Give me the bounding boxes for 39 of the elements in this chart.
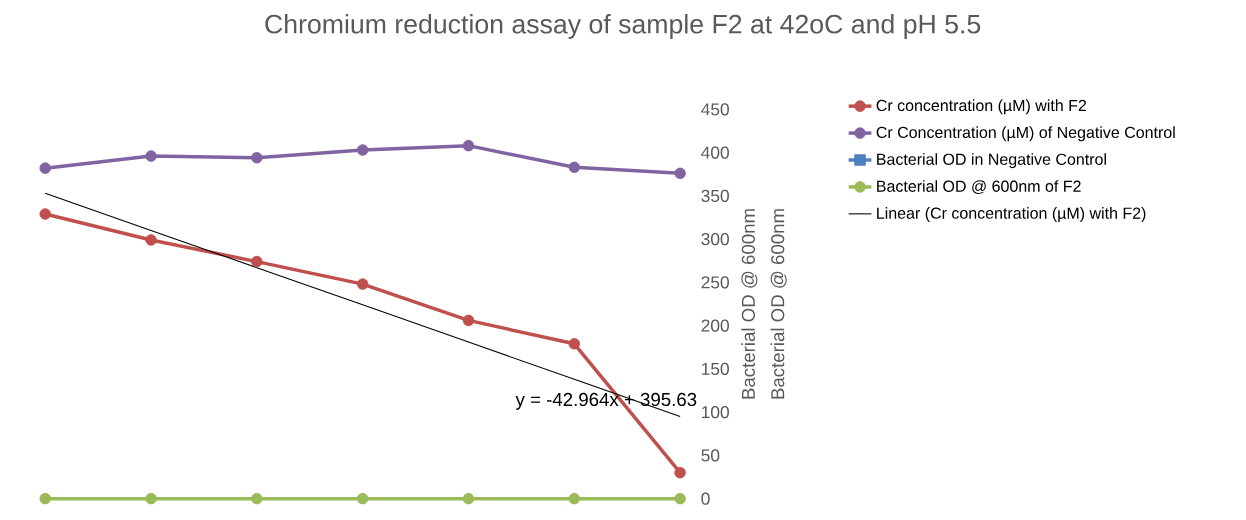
y-tick-label: 150 (702, 362, 729, 376)
y-tick-label: 0 (701, 492, 710, 505)
point (674, 466, 686, 479)
y-axis-title: Bacterial OD @ 600nm (741, 209, 758, 399)
point (462, 139, 475, 152)
legend-label: Cr Concentration (µM) of Negative Control (876, 126, 1175, 142)
legend-label: Bacterial OD in Negative Control (877, 153, 1106, 169)
point (145, 234, 157, 246)
legend-label: Bacterial OD @ 600nm of F2 (877, 180, 1081, 194)
point (462, 314, 475, 327)
y-tick-label: 300 (701, 232, 729, 246)
chart-title: Chromium reduction assay of sample F2 at 42oC and pH 5.5 (265, 14, 981, 39)
point (356, 492, 369, 505)
y-tick-label: 50 (701, 449, 720, 462)
point (39, 162, 51, 174)
point (568, 492, 581, 505)
y2-axis-title: Bacterial OD @ 600nm (770, 209, 787, 399)
point (39, 492, 51, 505)
y-tick-label: 450 (701, 103, 729, 116)
point (356, 278, 369, 290)
y-tick-label: 350 (701, 189, 729, 202)
point (674, 167, 686, 180)
point (251, 152, 263, 164)
point (568, 161, 581, 174)
point (145, 150, 157, 162)
legend-label: Cr concentration (µM) with F2 (876, 99, 1087, 115)
y-tick-label: 250 (701, 276, 729, 289)
point (39, 208, 51, 220)
y-tick-label: 200 (701, 319, 729, 332)
y-tick-label: 400 (701, 146, 729, 159)
point (251, 492, 263, 505)
y-tick-label: 100 (702, 405, 729, 419)
point (462, 492, 475, 505)
legend-label: Linear (Cr concentration (µM) with F2) (877, 207, 1146, 222)
point (568, 338, 581, 350)
point (356, 144, 369, 156)
point (251, 255, 263, 268)
point (674, 492, 686, 505)
point (145, 492, 157, 505)
